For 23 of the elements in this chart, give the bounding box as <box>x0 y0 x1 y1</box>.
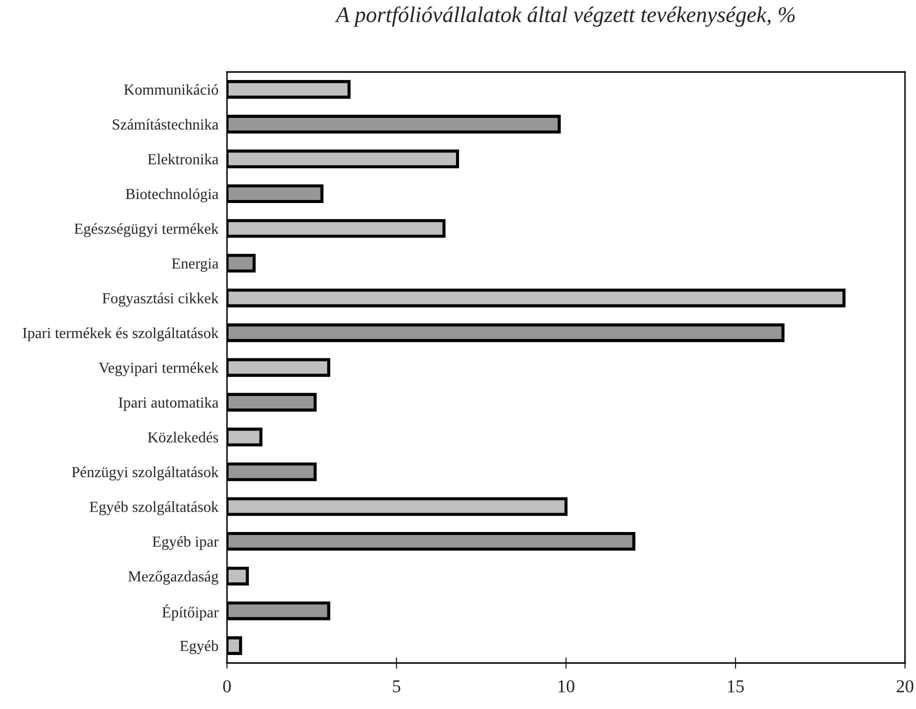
y-tick-label: Egészségügyi termékek <box>74 223 219 238</box>
y-tick-label: Ipari termékek és szolgáltatások <box>22 327 219 342</box>
x-tick-label: 5 <box>393 680 400 692</box>
y-tick-label: Ipari automatika <box>118 396 218 411</box>
y-tick-label: Elektronika <box>148 154 218 164</box>
y-tick-label: Energia <box>172 258 218 272</box>
y-tick-label: Fogyasztási cikkek <box>102 292 219 307</box>
x-tick-label: 15 <box>728 680 744 692</box>
x-tick-label: 10 <box>558 680 574 692</box>
x-tick-label: 20 <box>896 680 914 692</box>
x-tick-label: 0 <box>223 680 231 692</box>
y-tick-label: Egyéb <box>180 640 218 654</box>
y-tick-label: Vegyipari termékek <box>98 362 219 376</box>
y-tick-label: Kommunikáció <box>124 84 218 95</box>
y-tick-label: Közlekedés <box>148 432 218 442</box>
y-tick-label: Egyéb szolgáltatások <box>90 501 219 516</box>
y-tick-label: Biotechnológia <box>126 188 218 202</box>
y-tick-label: Számítástechnika <box>112 118 218 130</box>
chart-title: A portfólióvállalatok által végzett tevékenységek, % <box>334 6 795 27</box>
y-tick-label: Építőipar <box>162 604 219 621</box>
y-tick-label: Egyéb ipar <box>152 536 219 550</box>
y-tick-label: Pénzügyi szolgáltatások <box>72 466 219 480</box>
y-tick-label: Mezőgazdaság <box>128 570 218 585</box>
